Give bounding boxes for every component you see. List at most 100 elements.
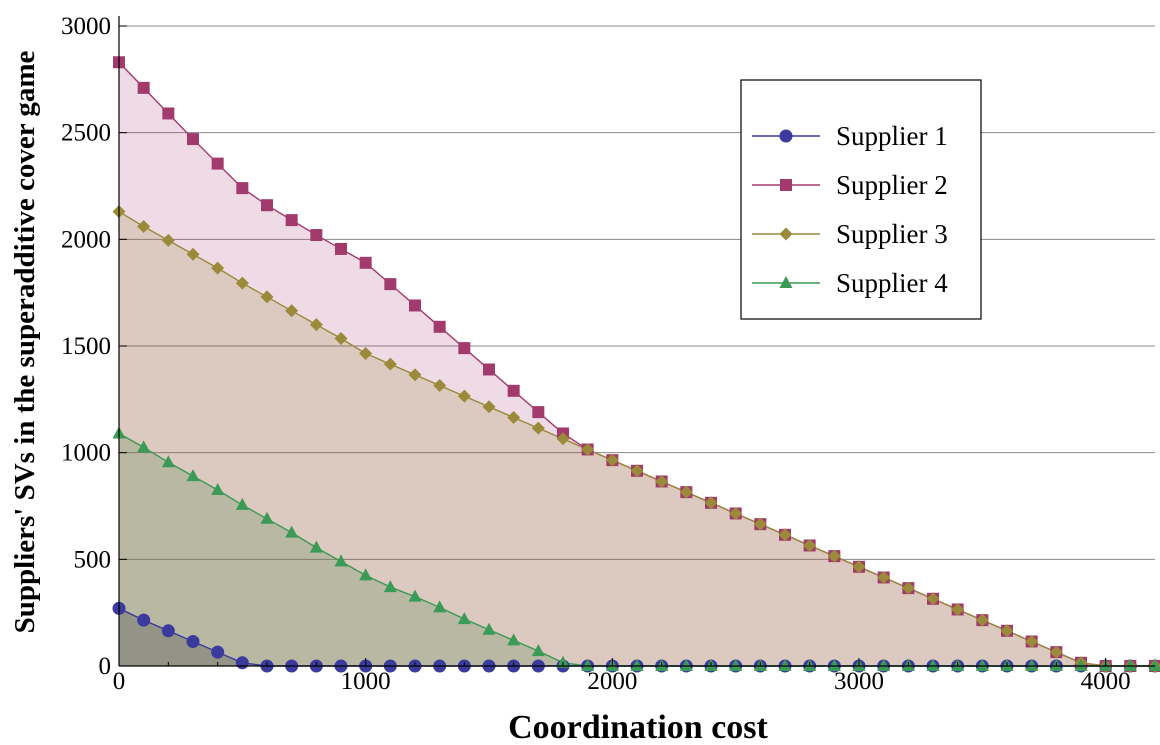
x-axis-title: Coordination cost [508,709,768,745]
point-supplier-3 [383,357,397,371]
point-supplier-2 [285,214,298,227]
area-supplier-2 [119,62,1155,667]
point-supplier-3 [235,276,249,290]
gridlines [119,25,1155,560]
y-tick-label: 1000 [61,440,111,467]
legend: Supplier 1 Supplier 2 Supplier 3 Supplier 4 [740,79,982,320]
point-supplier-4 [1025,659,1039,671]
point-supplier-3 [803,538,817,552]
point-supplier-3 [581,442,595,456]
area-supplier-4 [119,433,1155,666]
y-tick-label: 500 [74,546,112,573]
legend-marker-supplier-1 [779,129,793,143]
point-supplier-2 [532,406,545,419]
x-tick-label: 3000 [834,668,884,695]
point-supplier-4 [260,511,274,524]
point-supplier-3 [285,304,299,318]
point-supplier-4 [285,525,299,538]
point-supplier-3 [309,318,323,332]
point-supplier-4 [211,483,225,495]
point-supplier-4 [359,568,373,581]
point-supplier-3 [408,368,422,382]
point-supplier-2 [507,384,520,397]
point-supplier-3 [433,378,447,392]
axes [118,16,1155,667]
point-supplier-3 [679,485,693,499]
point-supplier-3 [901,581,915,595]
point-supplier-2 [310,229,323,242]
y-axis-title: Suppliers' SVs in the superadditive cove… [9,51,41,634]
point-supplier-4 [408,589,422,602]
point-supplier-4 [778,659,792,671]
point-supplier-3 [729,506,743,520]
point-supplier-4 [926,659,940,671]
point-supplier-1 [235,656,249,670]
point-supplier-3 [827,549,841,563]
point-supplier-4 [1074,659,1088,671]
y-tick-label: 0 [99,653,112,680]
point-supplier-4 [1148,659,1160,671]
legend-box [740,79,982,320]
point-supplier-4 [1123,659,1137,671]
point-supplier-3 [1049,645,1063,659]
point-supplier-2 [458,342,471,355]
point-supplier-4 [827,659,841,671]
point-supplier-4 [729,659,743,671]
point-supplier-4 [334,554,348,567]
point-supplier-3 [975,613,989,627]
x-axis-ticks: 0 1000 2000 3000 4000 [113,658,1131,695]
point-supplier-4 [161,455,175,468]
point-supplier-3 [852,560,866,574]
point-supplier-2 [261,199,273,212]
point-supplier-4 [630,659,644,671]
point-supplier-4 [383,580,397,593]
point-supplier-4 [433,600,447,613]
point-supplier-4 [531,644,545,657]
point-supplier-3 [211,261,225,275]
point-supplier-2 [409,299,421,312]
y-axis-ticks: 0 500 1000 1500 2000 2500 3000 [61,13,127,680]
x-tick-label: 4000 [1081,668,1131,695]
point-supplier-1 [161,624,175,638]
point-supplier-1 [137,613,151,627]
point-supplier-3 [186,247,200,261]
point-supplier-2 [236,182,249,195]
y-tick-label: 2000 [61,226,111,253]
point-supplier-4 [186,469,200,482]
point-supplier-3 [359,346,373,360]
legend-label-supplier-4: Supplier 4 [836,268,948,298]
point-supplier-3 [630,464,644,478]
point-supplier-3 [334,332,348,346]
point-supplier-4 [581,659,595,671]
y-tick-label: 1500 [61,333,111,360]
x-tick-label: 0 [113,668,126,695]
point-supplier-4 [556,655,570,668]
legend-label-supplier-3: Supplier 3 [836,219,948,249]
point-supplier-2 [335,242,347,255]
point-supplier-4 [975,659,989,671]
point-supplier-3 [507,410,521,424]
point-supplier-4 [679,659,693,671]
point-supplier-4 [309,540,323,553]
point-supplier-4 [457,612,471,625]
legend-marker-supplier-4 [779,276,793,288]
legend-marker-supplier-2 [780,179,792,191]
point-supplier-3 [704,496,718,510]
point-supplier-2 [137,81,150,94]
point-supplier-3 [482,400,496,414]
area-supplier-1 [119,608,1155,666]
point-supplier-3 [605,453,619,467]
point-supplier-2 [433,320,446,333]
point-supplier-3 [137,220,151,234]
point-supplier-3 [457,389,471,403]
series-areas [119,62,1155,667]
point-supplier-3 [655,474,669,488]
point-supplier-2 [187,133,199,146]
point-supplier-1 [211,645,225,659]
legend-marker-supplier-3 [779,227,793,241]
x-tick-label: 2000 [587,668,637,695]
area-supplier-3 [119,211,1155,666]
point-supplier-3 [926,592,940,606]
x-tick-label: 1000 [341,668,391,695]
